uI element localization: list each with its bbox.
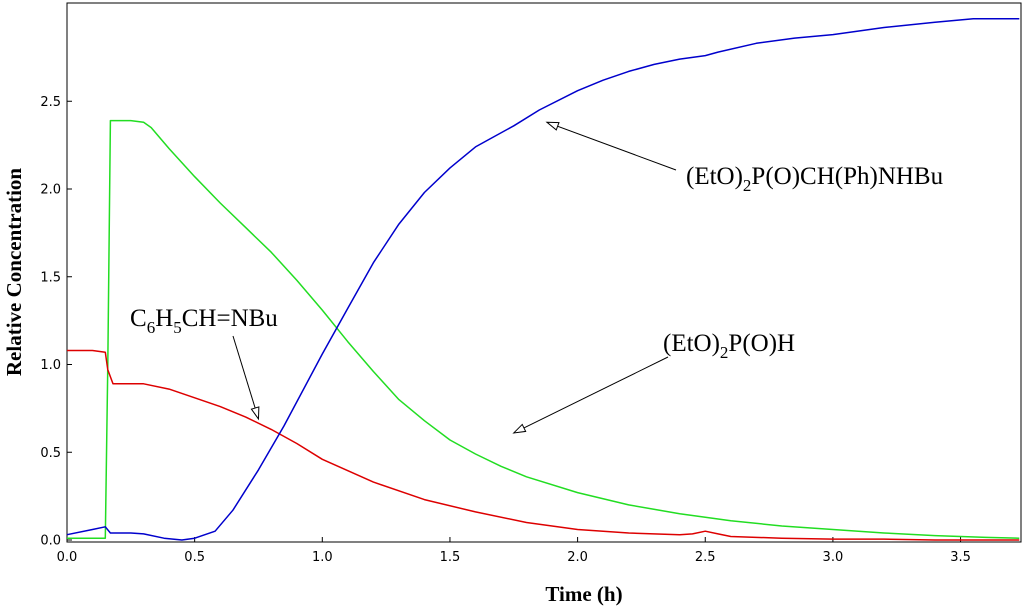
x-axis-title: Time (h) bbox=[545, 582, 622, 606]
annotation-imine: C6H5CH=NBu bbox=[130, 305, 278, 337]
y-tick-label: 0.0 bbox=[40, 534, 61, 549]
arrow-imine bbox=[232, 335, 260, 421]
annotation-phosphite: (EtO)2P(O)H bbox=[663, 330, 795, 362]
annotations: (EtO)2P(O)CH(Ph)NHBu (EtO)2P(O)H C6H5CH=NB… bbox=[130, 121, 944, 434]
plot-frame bbox=[66, 2, 1022, 543]
series-line-phosphite bbox=[67, 119, 1020, 539]
arrow-phosphite bbox=[512, 356, 669, 434]
annotation-product: (EtO)2P(O)CH(Ph)NHBu bbox=[686, 163, 944, 195]
series-line-imine bbox=[67, 349, 1020, 541]
x-tick-label: 2.0 bbox=[567, 550, 588, 565]
series-lines bbox=[66, 18, 1020, 541]
x-tick-label: 3.5 bbox=[950, 550, 971, 565]
x-tick-label: 0.5 bbox=[184, 550, 205, 565]
y-tick-label: 2.0 bbox=[40, 183, 61, 198]
y-tick-label: 1.0 bbox=[40, 358, 61, 373]
x-tick-label: 2.5 bbox=[695, 550, 716, 565]
y-tick-label: 0.5 bbox=[40, 446, 61, 461]
y-tick-label: 1.5 bbox=[40, 270, 61, 285]
x-tick-label: 3.0 bbox=[823, 550, 844, 565]
x-tick-label: 1.0 bbox=[312, 550, 333, 565]
series-line-product bbox=[66, 18, 1020, 541]
y-axis-title: Relative Concentration bbox=[2, 168, 26, 377]
y-axis-ticks: 0.0 0.5 1.0 1.5 2.0 2.5 bbox=[40, 95, 72, 549]
x-tick-label: 1.5 bbox=[440, 550, 461, 565]
x-axis-ticks: 0.0 0.5 1.0 1.5 2.0 2.5 3.0 3.5 bbox=[57, 537, 971, 565]
y-tick-label: 2.5 bbox=[40, 95, 61, 110]
arrow-product bbox=[545, 121, 677, 171]
x-tick-label: 0.0 bbox=[57, 550, 78, 565]
